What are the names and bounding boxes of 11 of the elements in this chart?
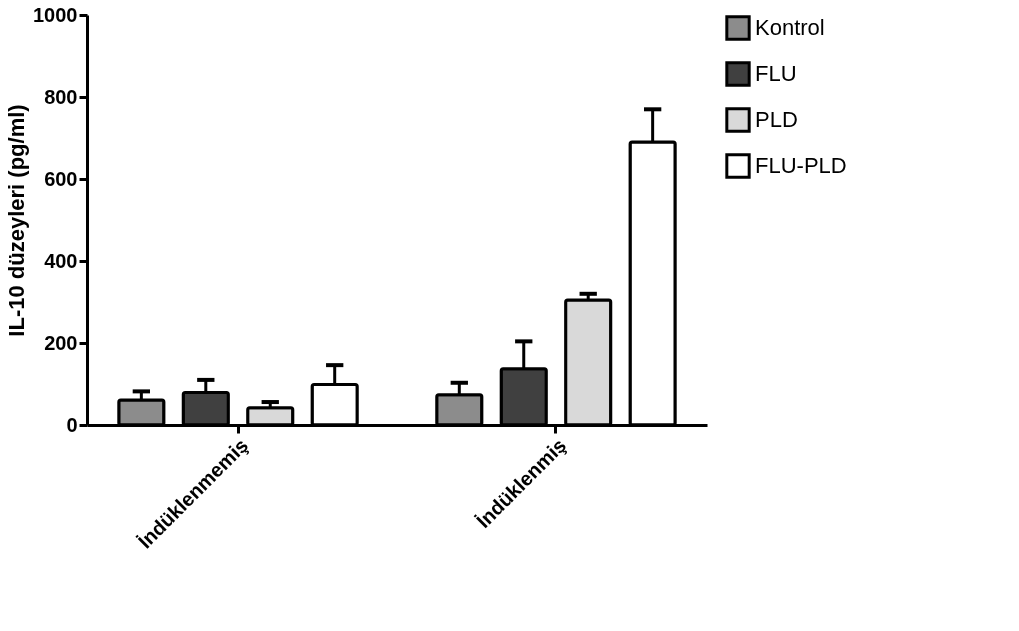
y-tick-label: 0 (66, 413, 78, 436)
legend-label: FLU-PLD (755, 153, 847, 178)
y-tick-label: 800 (44, 85, 78, 108)
y-tick-label: 200 (44, 331, 78, 354)
legend-label: Kontrol (755, 15, 825, 40)
y-tick-label: 400 (44, 249, 78, 272)
legend-label: FLU (755, 61, 797, 86)
y-axis-title: IL-10 düzeyleri (pg/ml) (4, 104, 30, 337)
y-tick-label: 600 (44, 167, 78, 190)
legend-label: PLD (755, 107, 798, 132)
y-tick-label: 1000 (33, 3, 78, 26)
